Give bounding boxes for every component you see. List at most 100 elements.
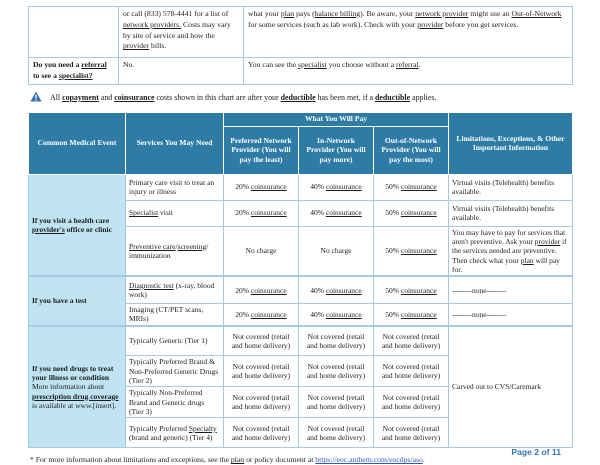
notice-text: All copayment and coinsurance costs show…: [50, 92, 436, 102]
text-run: might use an: [468, 9, 512, 18]
glossary-term-link[interactable]: coinsurance: [325, 182, 362, 192]
glossary-term-link[interactable]: coinsurance: [325, 309, 362, 319]
preferred-cost-cell: 20% coinsurance: [223, 173, 299, 201]
glossary-term-link[interactable]: coinsurance: [250, 285, 287, 295]
preferred-cost-cell: Not covered (retail and home delivery): [223, 386, 299, 419]
glossary-term-link[interactable]: coinsurance: [250, 182, 287, 192]
text-run: for some services (such as lab work). Ch…: [248, 19, 418, 29]
in-network-cost-cell: No charge: [298, 225, 374, 277]
text-run: has been met, if a: [315, 92, 376, 102]
in-network-cost-cell: Not covered (retail and home delivery): [298, 355, 374, 388]
glossary-term-link[interactable]: specialist: [298, 60, 327, 69]
in-network-cost-cell: Not covered (retail and home delivery): [298, 417, 374, 449]
header-what-you-will-pay: What You Will Pay: [223, 111, 449, 127]
text-run: Not covered (retail and home delivery): [306, 361, 366, 381]
text-run: Not covered (retail and home delivery): [231, 361, 291, 381]
glossary-term-link[interactable]: coinsurance: [400, 285, 437, 295]
glossary-term-link[interactable]: network provider: [415, 9, 469, 18]
service-cell: Typically Preferred Brand & Non-Preferre…: [125, 355, 224, 388]
glossary-term-link[interactable]: coinsurance: [400, 208, 437, 218]
glossary-term-link[interactable]: coinsurance: [400, 182, 437, 192]
glossary-term-link[interactable]: deductible: [375, 92, 411, 102]
text-run: If you need drugs to treat your illness …: [32, 363, 114, 382]
glossary-term-link[interactable]: Specialist: [129, 208, 159, 218]
glossary-term-link[interactable]: provider: [534, 236, 561, 246]
limitations-cell: Virtual visits (Telehealth) benefits ava…: [448, 199, 573, 227]
page-number: Page 2 of 11: [511, 447, 561, 457]
text-run: before you get services.: [443, 19, 519, 29]
glossary-term-link[interactable]: referral: [81, 60, 107, 69]
service-cell: Typically Preferred Specialty (brand and…: [125, 417, 224, 449]
text-run: and: [98, 92, 115, 102]
in-network-cost-cell: Not covered (retail and home delivery): [298, 324, 374, 357]
glossary-term-link[interactable]: screening: [177, 241, 207, 251]
glossary-term-link[interactable]: Diagnostic test: [129, 280, 174, 290]
table-row: If you need drugs to treat your illness …: [28, 324, 573, 449]
text-run: is available at www.[insert].: [32, 401, 117, 411]
glossary-term-link[interactable]: coinsurance: [114, 92, 155, 102]
glossary-term-link[interactable]: coinsurance: [250, 309, 287, 319]
glossary-term-link[interactable]: plan: [280, 9, 295, 18]
table-row: Typically Preferred Specialty (brand and…: [29, 417, 573, 449]
text-run: No.: [123, 60, 135, 69]
text-run: applies.: [410, 92, 437, 102]
glossary-term-link[interactable]: coinsurance: [325, 208, 362, 218]
table-row: Typically Preferred Brand & Non-Preferre…: [29, 355, 573, 388]
text-run: what your: [248, 9, 281, 18]
glossary-term-link[interactable]: referral: [396, 60, 419, 69]
glossary-term-link[interactable]: copayment: [62, 92, 99, 102]
glossary-term-link[interactable]: plan: [520, 255, 534, 265]
glossary-term-link[interactable]: specialist?: [58, 70, 93, 80]
glossary-term-link[interactable]: provider: [123, 41, 150, 51]
glossary-term-link[interactable]: coinsurance: [325, 285, 362, 295]
header-preferred-network: Preferred Network Provider (You will pay…: [223, 125, 299, 175]
glossary-term-link[interactable]: coinsurance: [400, 309, 437, 319]
service-cell: Typically Non-Preferred Brand and Generi…: [125, 386, 224, 419]
text-run: Do you need a: [33, 60, 82, 69]
glossary-term-link[interactable]: Out-of-Network: [511, 9, 562, 18]
text-run: Virtual visits (Telehealth) benefits ava…: [452, 177, 555, 197]
in-network-cost-cell: Not covered (retail and home delivery): [298, 386, 374, 419]
glossary-term-link[interactable]: Specialty: [188, 423, 217, 433]
text-run: visit: [158, 208, 173, 218]
glossary-term-link[interactable]: prescription drug coverage: [32, 391, 119, 401]
header-in-network: In-Network Provider (You will pay more): [298, 125, 374, 175]
glossary-term-link[interactable]: coinsurance: [400, 246, 437, 256]
glossary-term-link[interactable]: Preventive care: [129, 241, 176, 251]
service-cell: Specialist visit: [125, 199, 224, 227]
text-run: * For more information about limitations…: [30, 455, 231, 465]
policy-url-link[interactable]: https://eoc.anthem.com/eocdps/aso: [315, 455, 423, 465]
glossary-term-link[interactable]: balance billing: [314, 9, 361, 18]
glossary-term-link[interactable]: deductible: [280, 92, 316, 102]
text-run: Not covered (retail and home delivery): [306, 423, 366, 442]
text-run: 50%: [385, 285, 401, 295]
text-run: /: [175, 241, 178, 251]
answer-cell: No.: [118, 57, 244, 85]
out-network-cost-cell: 50% coinsurance: [373, 302, 449, 327]
question-cell: Do you need a referral to see a speciali…: [28, 57, 119, 85]
text-run: All: [50, 92, 63, 102]
out-network-cost-cell: Not covered (retail and home delivery): [373, 386, 449, 419]
text-run: --------none--------: [452, 309, 507, 319]
text-run: .: [418, 60, 421, 69]
text-run: 20%: [235, 309, 251, 319]
text-run: 20%: [235, 182, 251, 192]
text-run: If you have a test: [32, 296, 87, 306]
text-run: 50%: [385, 309, 401, 319]
header-out-of-network: Out-of-Network Provider (You will pay th…: [373, 125, 449, 175]
glossary-term-link[interactable]: plan: [230, 455, 245, 465]
glossary-term-link[interactable]: provider: [417, 19, 444, 29]
text-run: You can see the: [248, 60, 299, 69]
glossary-term-link[interactable]: provider's: [32, 225, 65, 234]
text-run: --------none--------: [452, 285, 507, 295]
in-network-cost-cell: 40% coinsurance: [298, 275, 374, 304]
service-cell: Imaging (CT/PET scans, MRIs): [125, 302, 224, 327]
text-run: Not covered (retail and home delivery): [381, 393, 441, 412]
in-network-cost-cell: 40% coinsurance: [298, 302, 374, 327]
glossary-term-link[interactable]: coinsurance: [250, 208, 287, 218]
text-run: Not covered (retail and home delivery): [381, 361, 441, 381]
table-row: or call (833) 578-4441 for a list of net…: [28, 6, 573, 58]
glossary-term-link[interactable]: network providers.: [123, 19, 182, 29]
group-label-test: If you have a test: [28, 275, 126, 327]
